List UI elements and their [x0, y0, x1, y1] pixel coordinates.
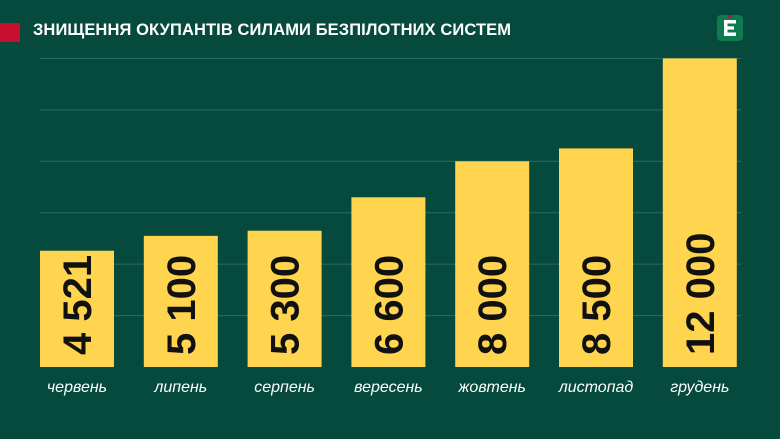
bar-value-label: 8 000 — [471, 255, 515, 355]
bar-value-label: 5 300 — [264, 255, 308, 355]
category-label: жовтень — [457, 379, 526, 396]
category-label: вересень — [354, 379, 423, 396]
bar-липень — [143, 235, 218, 367]
chart-title: ЗНИЩЕННЯ ОКУПАНТІВ СИЛАМИ БЕЗПІЛОТНИХ СИ… — [33, 21, 512, 39]
bar-вересень — [351, 197, 426, 367]
bar-value-label: 4 521 — [56, 255, 100, 355]
bar-червень — [40, 250, 114, 367]
title-marker — [0, 23, 20, 42]
bar-листопад — [559, 148, 633, 367]
bar-value-label: 8 500 — [575, 255, 619, 355]
category-label: червень — [47, 379, 107, 396]
category-label: листопад — [558, 379, 634, 396]
bar-грудень — [662, 58, 737, 368]
bar-жовтень — [455, 161, 530, 367]
bar-value-label: 5 100 — [160, 255, 204, 355]
e-letter-logo-icon — [717, 15, 743, 41]
bar-value-label: 12 000 — [679, 233, 723, 355]
category-label: серпень — [254, 379, 315, 396]
bar-серпень — [247, 230, 322, 367]
category-label: грудень — [670, 379, 729, 396]
bar-value-label: 6 600 — [367, 255, 411, 355]
category-label: липень — [153, 379, 207, 396]
